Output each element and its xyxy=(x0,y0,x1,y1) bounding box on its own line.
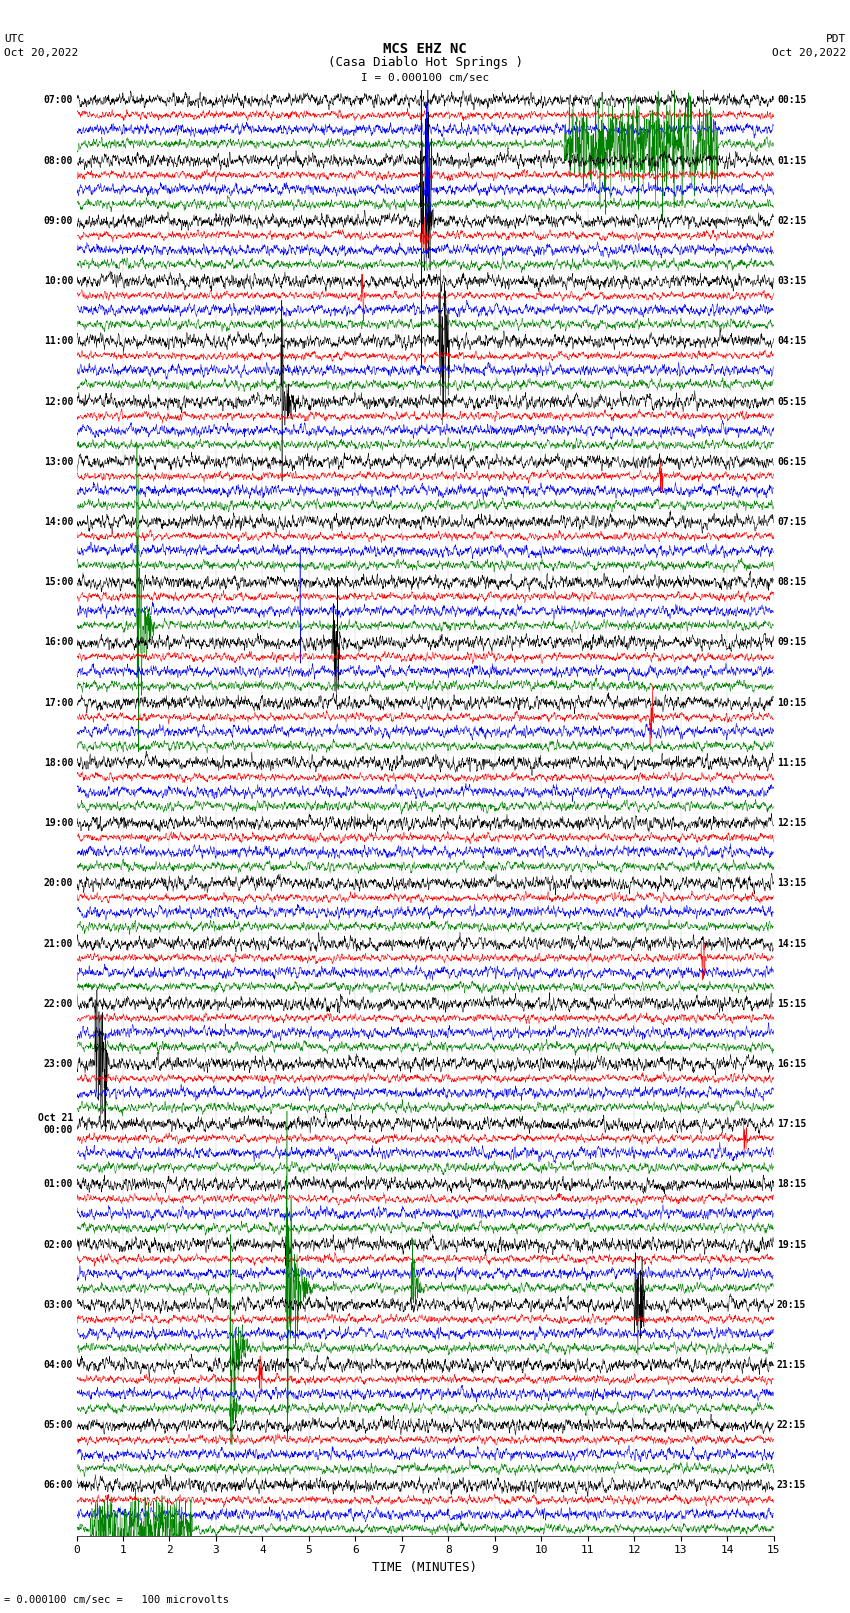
Text: 05:00: 05:00 xyxy=(43,1421,73,1431)
Text: 21:00: 21:00 xyxy=(43,939,73,948)
Text: 12:00: 12:00 xyxy=(43,397,73,406)
Text: 11:15: 11:15 xyxy=(777,758,807,768)
Text: 16:00: 16:00 xyxy=(43,637,73,647)
Text: 15:15: 15:15 xyxy=(777,998,807,1008)
Text: PDT: PDT xyxy=(825,34,846,44)
Text: 07:15: 07:15 xyxy=(777,518,807,527)
Text: (Casa Diablo Hot Springs ): (Casa Diablo Hot Springs ) xyxy=(327,56,523,69)
Text: 13:15: 13:15 xyxy=(777,879,807,889)
Text: 01:15: 01:15 xyxy=(777,156,807,166)
Text: 14:00: 14:00 xyxy=(43,518,73,527)
Text: 04:00: 04:00 xyxy=(43,1360,73,1369)
Text: 06:00: 06:00 xyxy=(43,1481,73,1490)
Text: 19:00: 19:00 xyxy=(43,818,73,827)
Text: UTC: UTC xyxy=(4,34,25,44)
Text: 17:00: 17:00 xyxy=(43,698,73,708)
Text: 03:00: 03:00 xyxy=(43,1300,73,1310)
Text: 04:15: 04:15 xyxy=(777,337,807,347)
Text: 21:15: 21:15 xyxy=(777,1360,807,1369)
Text: 05:15: 05:15 xyxy=(777,397,807,406)
Text: 02:00: 02:00 xyxy=(43,1240,73,1250)
Text: 19:15: 19:15 xyxy=(777,1240,807,1250)
Text: 01:00: 01:00 xyxy=(43,1179,73,1189)
Text: 23:15: 23:15 xyxy=(777,1481,807,1490)
Text: Oct 20,2022: Oct 20,2022 xyxy=(4,48,78,58)
Text: 17:15: 17:15 xyxy=(777,1119,807,1129)
X-axis label: TIME (MINUTES): TIME (MINUTES) xyxy=(372,1561,478,1574)
Text: Oct 20,2022: Oct 20,2022 xyxy=(772,48,846,58)
Text: 13:00: 13:00 xyxy=(43,456,73,466)
Text: 22:15: 22:15 xyxy=(777,1421,807,1431)
Text: 22:00: 22:00 xyxy=(43,998,73,1008)
Text: 15:00: 15:00 xyxy=(43,577,73,587)
Text: 07:00: 07:00 xyxy=(43,95,73,105)
Text: 09:15: 09:15 xyxy=(777,637,807,647)
Text: 08:00: 08:00 xyxy=(43,156,73,166)
Text: 10:00: 10:00 xyxy=(43,276,73,286)
Text: 06:15: 06:15 xyxy=(777,456,807,466)
Text: MCS EHZ NC: MCS EHZ NC xyxy=(383,42,467,56)
Text: 20:15: 20:15 xyxy=(777,1300,807,1310)
Text: 14:15: 14:15 xyxy=(777,939,807,948)
Text: 20:00: 20:00 xyxy=(43,879,73,889)
Text: 09:00: 09:00 xyxy=(43,216,73,226)
Text: 12:15: 12:15 xyxy=(777,818,807,827)
Text: 16:15: 16:15 xyxy=(777,1060,807,1069)
Text: 23:00: 23:00 xyxy=(43,1060,73,1069)
Text: 02:15: 02:15 xyxy=(777,216,807,226)
Text: 03:15: 03:15 xyxy=(777,276,807,286)
Text: 00:15: 00:15 xyxy=(777,95,807,105)
Text: Oct 21
00:00: Oct 21 00:00 xyxy=(37,1113,73,1136)
Text: = 0.000100 cm/sec =   100 microvolts: = 0.000100 cm/sec = 100 microvolts xyxy=(4,1595,230,1605)
Text: 11:00: 11:00 xyxy=(43,337,73,347)
Text: 10:15: 10:15 xyxy=(777,698,807,708)
Text: 08:15: 08:15 xyxy=(777,577,807,587)
Text: I = 0.000100 cm/sec: I = 0.000100 cm/sec xyxy=(361,73,489,82)
Text: 18:00: 18:00 xyxy=(43,758,73,768)
Text: 18:15: 18:15 xyxy=(777,1179,807,1189)
